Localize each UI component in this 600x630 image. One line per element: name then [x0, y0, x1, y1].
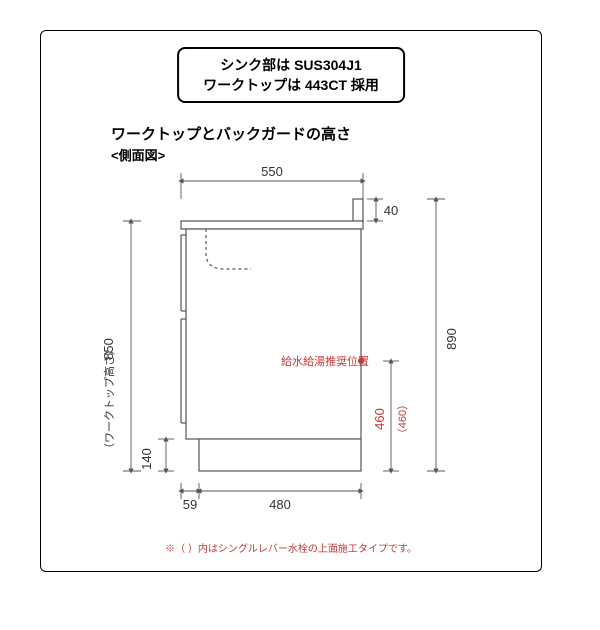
dim-supply-h: 460 — [372, 408, 387, 430]
dim-total-h: 890 — [444, 328, 459, 350]
diagram-frame: シンク部は SUS304J1 ワークトップは 443CT 採用 ワークトップとバ… — [40, 30, 542, 572]
dim-backguard-h: 40 — [384, 203, 398, 218]
side-view-drawing: 550 40 890 850 （ワークトップ高さ） 140 59 480 460… — [71, 161, 511, 531]
header-line-1: シンク部は SUS304J1 — [203, 55, 379, 75]
dim-base-w: 480 — [269, 497, 291, 512]
diagram-title: ワークトップとバックガードの高さ — [111, 123, 351, 144]
cabinet-outline — [181, 199, 363, 471]
header-line-2: ワークトップは 443CT 採用 — [203, 75, 379, 95]
dim-top-width: 550 — [261, 164, 283, 179]
dim-worktop-h-label: （ワークトップ高さ） — [102, 344, 116, 454]
dim-supply-h-paren: （460） — [396, 399, 409, 439]
dim-toe-offset: 59 — [183, 497, 197, 512]
supply-label: 給水給湯推奨位置 — [281, 354, 369, 368]
dim-toe-h: 140 — [139, 448, 154, 470]
footnote: ※（ ）内はシングルレバー水栓の上面施工タイプです。 — [41, 540, 541, 555]
material-callout: シンク部は SUS304J1 ワークトップは 443CT 採用 — [177, 47, 405, 103]
